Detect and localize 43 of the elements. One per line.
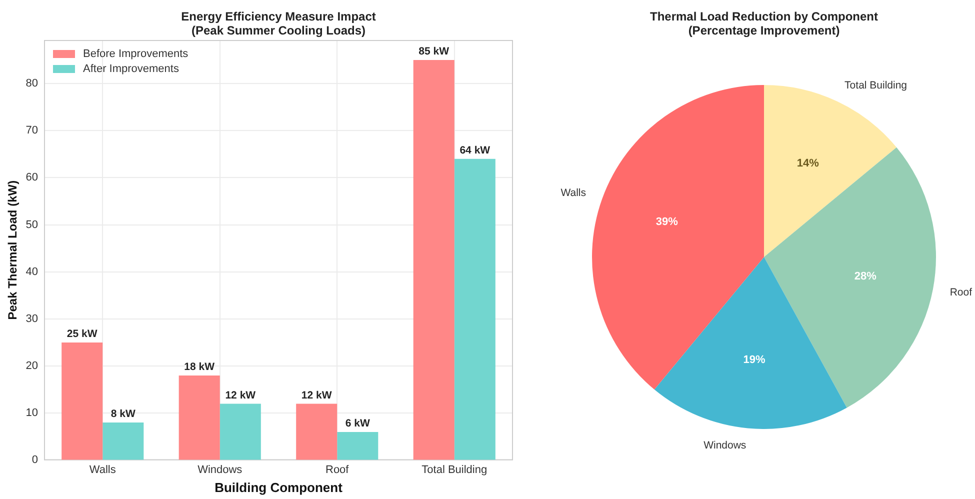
data-label: 14% [796, 158, 820, 170]
slice-label: Total Building [844, 80, 908, 92]
y-tick-label: 60 [26, 172, 38, 184]
data-label: 25 kW [66, 328, 98, 340]
bar [102, 422, 144, 460]
y-tick-label: 10 [26, 407, 38, 420]
slice-label: Roof [950, 286, 972, 298]
chart-title: Energy Efficiency Measure Impact (Peak Summer Cooling Loads) [181, 9, 376, 38]
bar [296, 404, 338, 460]
x-tick-label: Roof [326, 464, 350, 476]
x-tick-label: Windows [198, 464, 243, 476]
y-tick-label: 0 [32, 454, 38, 466]
bar [220, 404, 261, 460]
data-label: 18 kW [184, 361, 215, 374]
data-label: 19% [743, 354, 766, 366]
x-tick-label: Total Building [422, 464, 488, 476]
bar [454, 158, 496, 460]
bar [413, 60, 454, 460]
y-tick-label: 40 [26, 266, 38, 278]
y-tick-label: 80 [26, 78, 38, 90]
data-label: 12 kW [225, 389, 256, 402]
y-tick-label: 30 [26, 312, 38, 325]
data-label: 64 kW [460, 144, 490, 157]
x-axis-title: Building Component [214, 480, 344, 495]
y-tick-label: 20 [26, 360, 38, 372]
y-tick-label: 50 [26, 218, 38, 231]
data-label: 12 kW [301, 389, 332, 402]
chart-title: Thermal Load Reduction by Component (Percentage Improvement) [650, 9, 878, 38]
legend-label: After Improvements [83, 63, 180, 76]
legend-label: Before Improvements [83, 48, 189, 60]
y-axis-title: Peak Thermal Load (kW) [6, 180, 20, 320]
data-label: 6 kW [345, 418, 370, 430]
data-label: 28% [854, 270, 877, 282]
slice-label: Windows [704, 439, 746, 452]
x-tick-label: Walls [89, 464, 116, 476]
data-label: 85 kW [418, 46, 450, 58]
bar [62, 342, 103, 460]
bar [337, 432, 378, 460]
bar [178, 375, 220, 460]
data-label: 8 kW [110, 408, 136, 420]
y-tick-label: 70 [26, 124, 38, 137]
data-label: 39% [656, 216, 678, 228]
slice-label: Walls [560, 186, 586, 199]
